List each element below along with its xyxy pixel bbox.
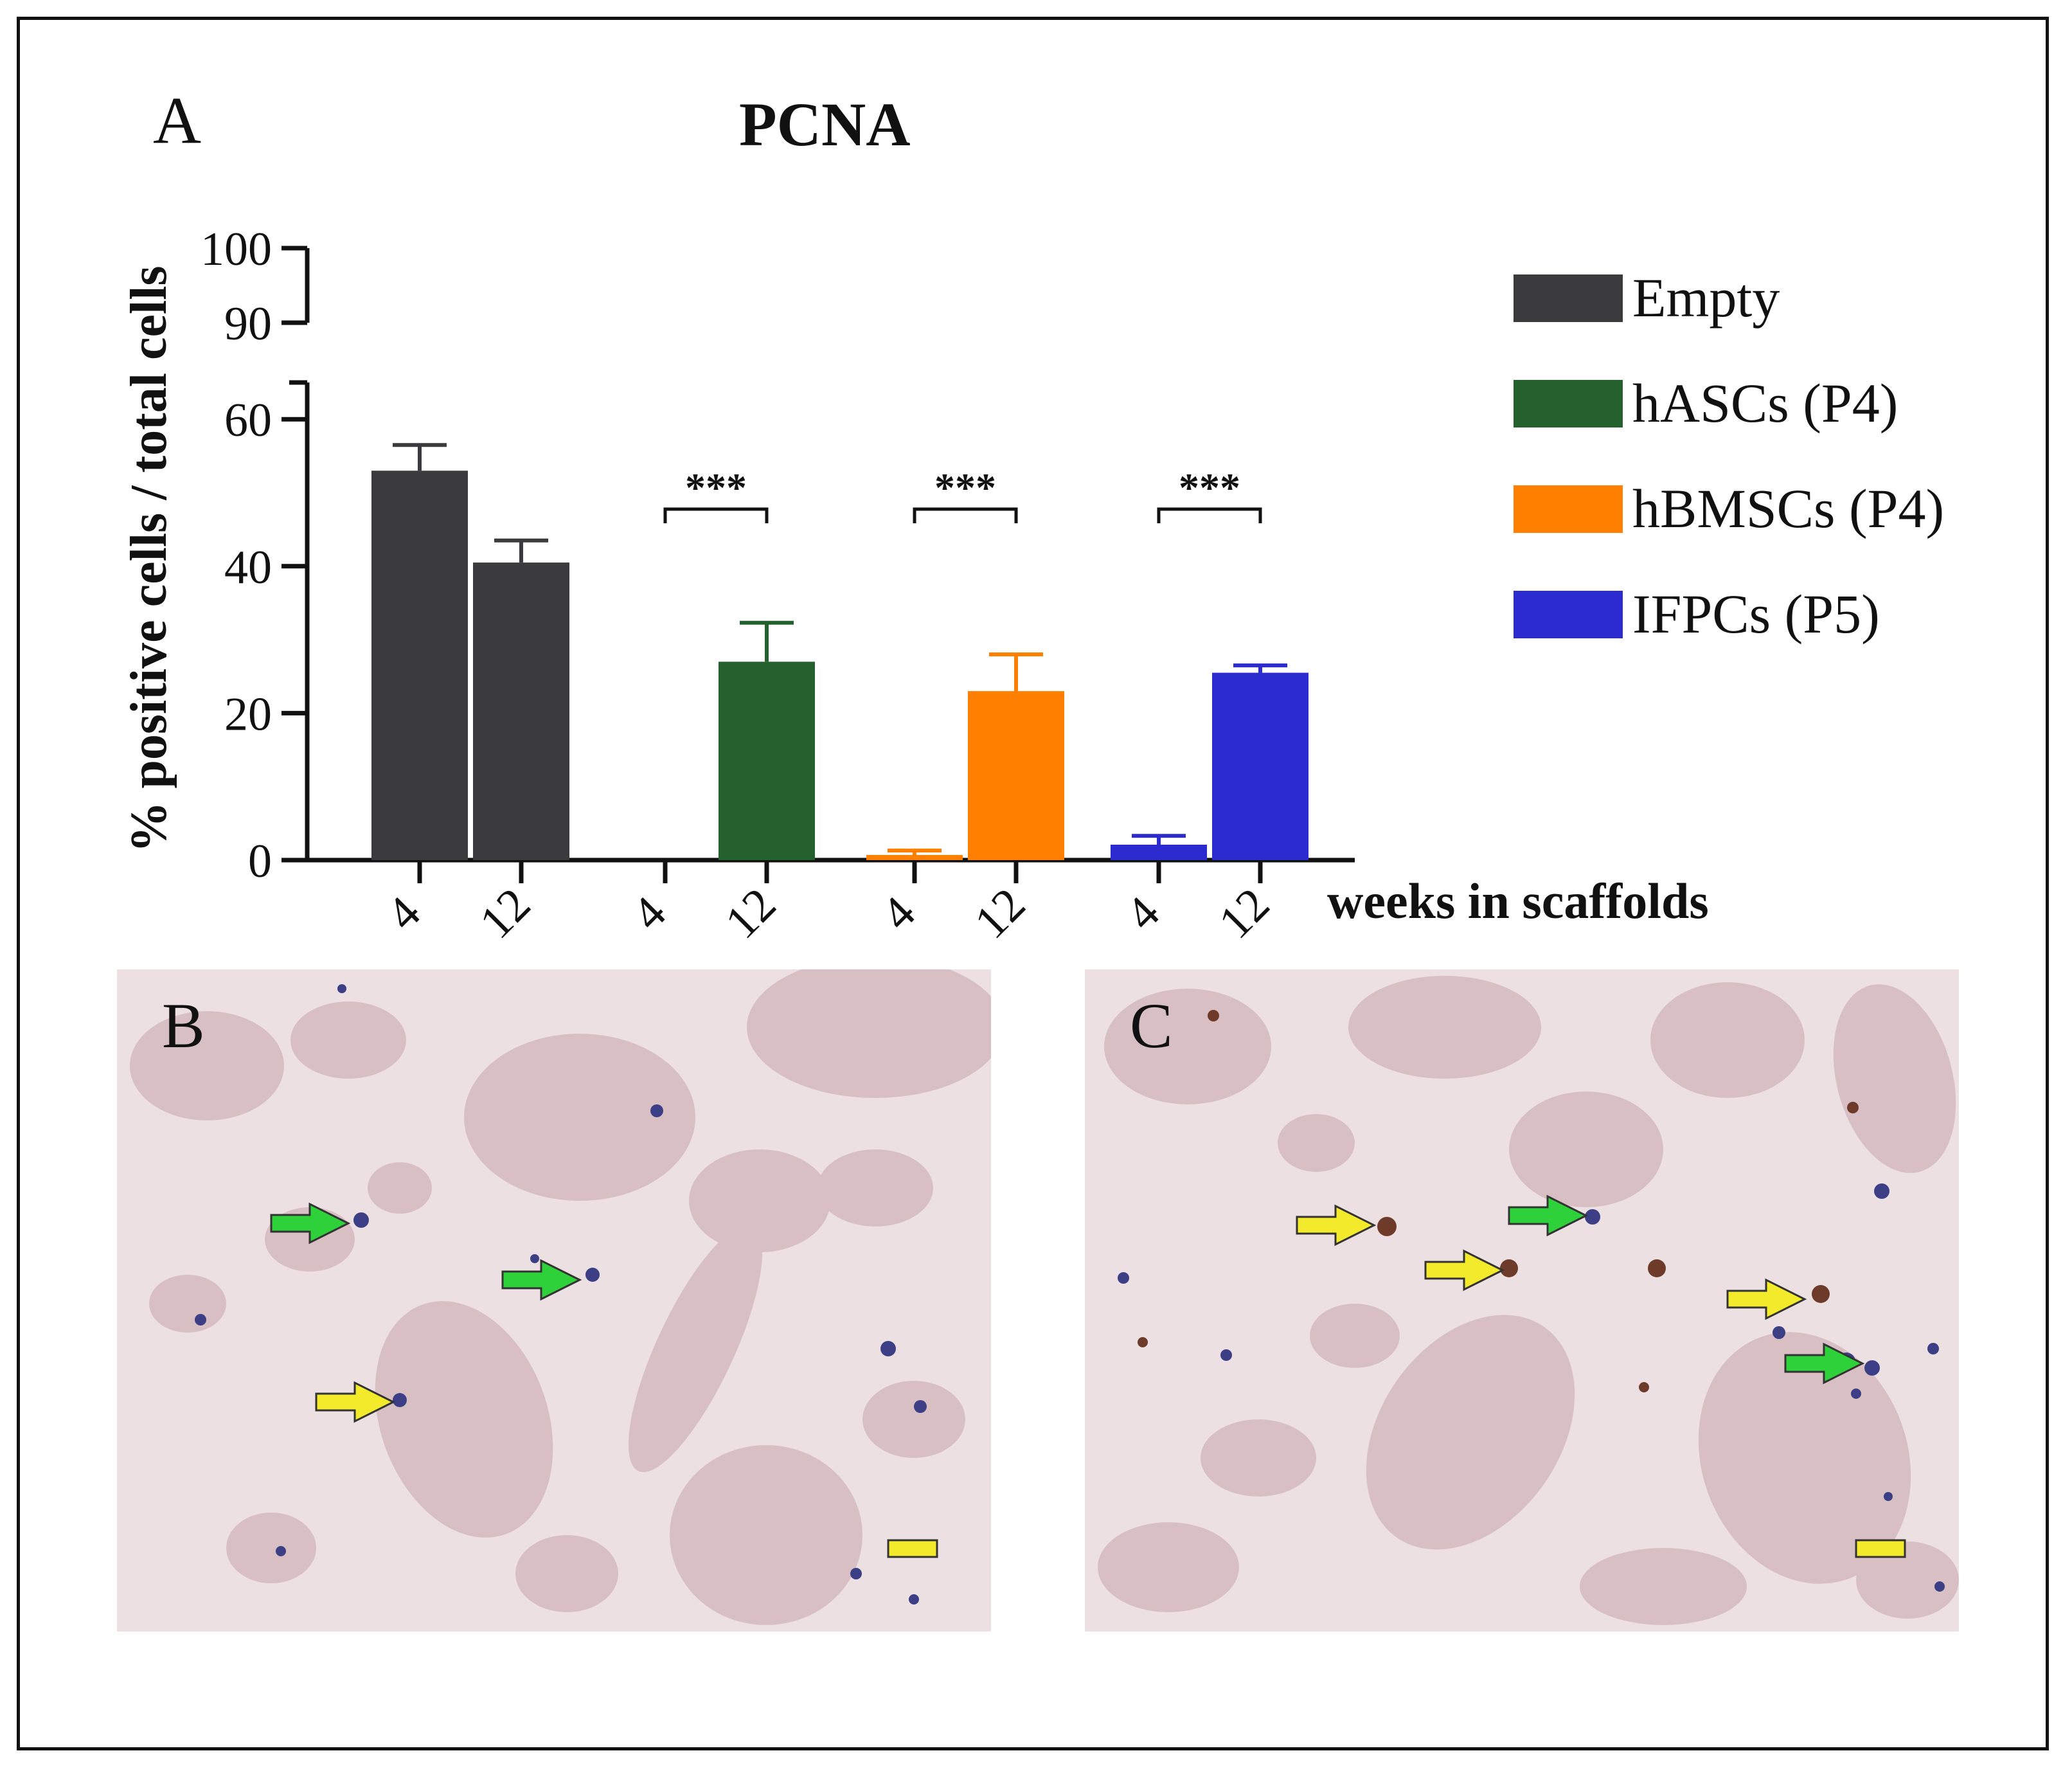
x-tick-label: 4: [622, 886, 676, 940]
arrow-icon: [270, 1202, 582, 1423]
bar: [371, 471, 468, 860]
bar: [1111, 844, 1207, 860]
y-tick-label: 20: [224, 688, 272, 741]
legend-label: IFPCs (P5): [1632, 583, 1880, 645]
x-axis-label: weeks in scaffolds: [1327, 873, 1709, 929]
bar: [719, 661, 815, 860]
legend-label: hASCs (P4): [1632, 372, 1898, 434]
legend-label: Empty: [1632, 267, 1780, 328]
y-tick-label: 40: [224, 541, 272, 594]
panel-label-a: A: [153, 84, 202, 157]
significance-label: ***: [685, 465, 747, 510]
legend-label: hBMSCs (P4): [1632, 478, 1945, 539]
x-tick-label: 12: [1209, 878, 1280, 949]
scale-bar: [1855, 1539, 1906, 1558]
significance-label: ***: [1179, 465, 1240, 510]
significance-bracket: [913, 507, 1018, 523]
bar-chart: 0 20 40 60 90 100 4 12 4 12 *** 4 12 *** 4 12 *** % posi…: [121, 223, 1709, 949]
micrograph-c: C: [1085, 969, 1959, 1632]
x-tick-label: 4: [871, 886, 925, 940]
micrograph-b: B: [117, 969, 991, 1632]
y-tick-label: 0: [248, 835, 272, 888]
panel-label-b: B: [162, 990, 205, 1061]
tissue-image-c: [1085, 969, 1959, 1632]
x-tick-label: 12: [715, 878, 786, 949]
x-tick-label: 12: [965, 878, 1035, 949]
x-tick-label: 12: [470, 878, 540, 949]
y-tick-label: 60: [224, 394, 272, 447]
legend-swatch: [1514, 380, 1623, 427]
tissue-image-b: [117, 969, 991, 1632]
legend-swatch: [1514, 591, 1623, 638]
arrow-icon: [1296, 1194, 1865, 1385]
bar: [866, 854, 963, 860]
panel-label-c: C: [1130, 990, 1173, 1061]
significance-bracket: [663, 507, 769, 523]
bar: [1212, 672, 1308, 860]
chart-bars: [371, 443, 1308, 860]
y-axis-label: % positive cells / total cells: [121, 265, 177, 852]
figure-frame: [17, 17, 2049, 1750]
x-tick-label: 4: [1116, 886, 1170, 940]
x-tick-label: 4: [377, 886, 431, 940]
legend-swatch: [1514, 274, 1623, 322]
significance-bracket: [1157, 507, 1262, 523]
bar: [968, 691, 1064, 860]
y-tick-label: 90: [224, 298, 272, 350]
y-tick-label: 100: [201, 223, 272, 276]
legend-swatch: [1514, 485, 1623, 533]
significance-label: ***: [934, 465, 996, 510]
scale-bar: [887, 1539, 938, 1558]
bar: [473, 562, 569, 860]
chart-title: PCNA: [739, 90, 911, 159]
